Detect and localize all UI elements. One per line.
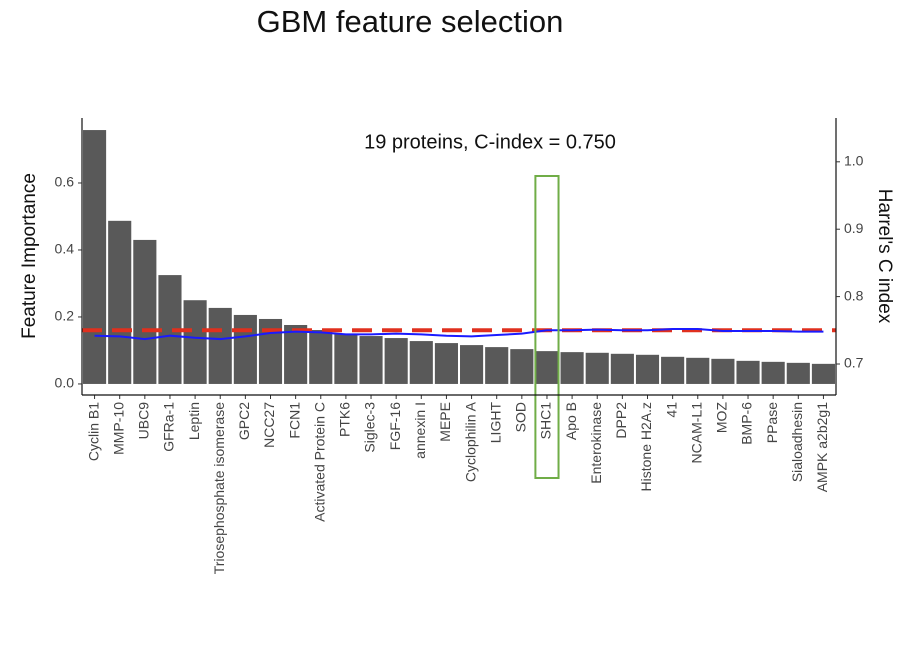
x-tick-label: FGF-16 <box>387 402 403 450</box>
x-tick-label: NCAM-L1 <box>688 402 704 464</box>
x-tick-label: FCN1 <box>286 402 302 439</box>
x-tick-label: Activated Protein C <box>311 402 327 522</box>
bar <box>510 349 534 384</box>
x-tick-label: MMP-10 <box>110 402 126 455</box>
x-tick-label: MOZ <box>714 402 730 434</box>
bar <box>736 360 760 384</box>
y-tick-label: 0.2 <box>55 308 75 324</box>
x-tick-label: LIGHT <box>487 402 503 444</box>
bar <box>610 353 634 384</box>
x-tick-label: SOD <box>513 402 529 432</box>
bar <box>686 357 710 384</box>
x-tick-label: BMP-6 <box>739 402 755 445</box>
x-tick-label: DPP2 <box>613 402 629 439</box>
x-tick-label: Leptin <box>186 402 202 440</box>
x-tick-label: Apo B <box>563 402 579 440</box>
x-tick-label: Cyclin B1 <box>85 402 101 461</box>
y2-tick-label: 0.7 <box>844 355 864 371</box>
bar <box>535 351 559 384</box>
y-tick-label: 0.0 <box>55 375 75 391</box>
c-index-line <box>94 327 824 341</box>
x-tick-label: SHC1 <box>538 402 554 440</box>
x-tick-label: UBC9 <box>136 402 152 440</box>
y-tick-label: 0.6 <box>55 174 75 190</box>
y2-axis-label: Harrel's C index <box>874 189 895 324</box>
bar <box>485 347 509 384</box>
bar <box>409 341 433 384</box>
highlight-box <box>534 175 560 479</box>
bar <box>786 362 810 384</box>
x-tick-label: PPase <box>764 402 780 443</box>
bar <box>460 345 484 384</box>
x-tick-label: Enterokinase <box>588 402 604 484</box>
y2-tick-label: 0.8 <box>844 287 864 303</box>
x-tick-label: MEPE <box>437 402 453 442</box>
bar <box>585 352 609 384</box>
bar <box>635 354 660 384</box>
bar <box>208 307 232 384</box>
x-tick-label: annexin I <box>412 402 428 459</box>
bar <box>108 220 132 384</box>
bar <box>158 275 182 384</box>
bar <box>334 334 358 384</box>
y2-tick-label: 0.9 <box>844 220 864 236</box>
bar <box>811 363 835 384</box>
x-tick-label: Siglec-3 <box>362 402 378 453</box>
x-tick-label: 41 <box>663 402 679 418</box>
bar <box>434 343 458 384</box>
y2-tick-label: 1.0 <box>844 153 864 169</box>
x-tick-label: Histone H2A.z <box>638 402 654 491</box>
bar <box>384 338 408 384</box>
x-tick-label: GFRa-1 <box>161 402 177 452</box>
x-tick-label: Triosephosphate isomerase <box>211 402 227 574</box>
bar <box>761 361 785 384</box>
x-tick-label: NCC27 <box>261 402 277 448</box>
x-tick-label: GPC2 <box>236 402 252 440</box>
annotation: 19 proteins, C-index = 0.750 <box>364 131 616 153</box>
bar <box>83 130 107 384</box>
x-tick-label: Sialoadhesin <box>789 402 805 482</box>
x-tick-label: PTK6 <box>337 402 353 437</box>
bar <box>359 336 383 384</box>
bar <box>661 356 685 384</box>
y-axis-label: Feature Importance <box>19 173 40 339</box>
bar <box>233 314 257 384</box>
x-tick-label: Cyclophilin A <box>462 401 478 482</box>
bar <box>711 358 735 384</box>
bar <box>560 352 584 384</box>
x-tick-label: AMPK a2b2g1 <box>814 402 830 492</box>
bar <box>309 330 333 384</box>
bar <box>258 318 283 384</box>
bar <box>133 239 157 384</box>
bar <box>284 324 308 384</box>
y-tick-label: 0.4 <box>55 241 75 257</box>
bar <box>183 300 207 384</box>
chart-title: GBM feature selection <box>257 4 564 39</box>
